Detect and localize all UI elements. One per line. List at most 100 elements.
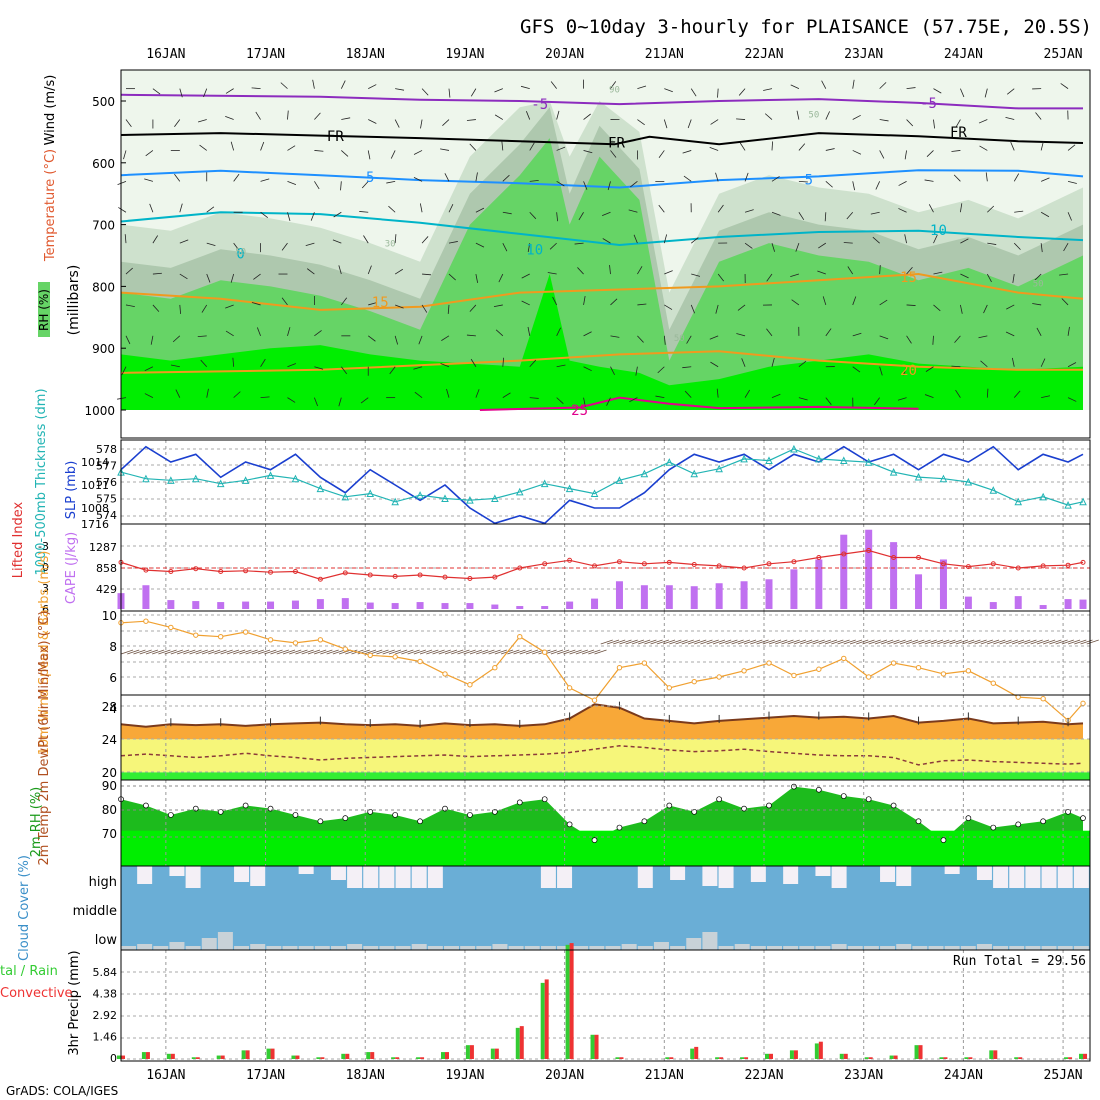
wind-barb	[206, 388, 209, 398]
lifted-index-line	[120, 549, 1084, 580]
wind-barb	[764, 113, 773, 120]
wind-barb	[413, 366, 423, 370]
dewpt-fill	[121, 739, 1090, 773]
lifted-index-marker	[417, 572, 423, 578]
wind-barb	[852, 79, 855, 89]
wind-barb	[638, 639, 651, 645]
wind-speed-marker	[741, 668, 747, 674]
wind-speed-marker	[791, 672, 797, 679]
cape-bar	[142, 585, 150, 609]
wind-contour	[120, 93, 1083, 110]
precip-total-bar	[490, 1048, 495, 1059]
thickness-marker	[341, 492, 350, 501]
temp-5c-contour	[120, 169, 1084, 189]
wind-barb	[390, 150, 396, 159]
wind-speed-marker	[217, 634, 224, 640]
cloud-gap-high	[557, 866, 573, 888]
wind-barb	[233, 649, 246, 655]
cloud-gap-high	[718, 866, 734, 888]
wind-barb	[1086, 639, 1099, 645]
cloud-low-bar	[217, 932, 233, 950]
rh-marker	[541, 796, 548, 803]
wind-barb	[507, 649, 520, 655]
wind-barb	[1040, 358, 1046, 367]
lifted-index-marker	[218, 569, 224, 574]
wind-barb	[932, 335, 934, 345]
wind-barb	[771, 176, 780, 182]
wind-barb	[978, 335, 988, 339]
rh-marker	[666, 802, 673, 809]
wind-barb	[359, 211, 369, 213]
cloud-low-bar	[815, 946, 831, 950]
cloud-low-bar	[314, 946, 330, 950]
rh-marker	[766, 802, 772, 809]
wind-barb	[264, 649, 277, 655]
wind-barb	[610, 81, 617, 89]
wind-barb	[954, 335, 961, 343]
wind-speed-marker	[442, 671, 448, 677]
wind-barb	[637, 303, 647, 306]
wind-barb	[260, 141, 265, 151]
cloud-low-bar	[1009, 946, 1025, 950]
wind-barb	[725, 639, 738, 645]
temp-25c-contour	[479, 396, 919, 411]
wind-barb	[170, 364, 180, 368]
footer-credit: GrADS: COLA/IGES	[6, 1084, 118, 1098]
left-tick-label: 575	[96, 493, 117, 506]
wind-barb	[370, 649, 383, 655]
wind-barb	[197, 335, 207, 338]
wind-barb	[502, 357, 505, 367]
cloud-low-bar	[330, 946, 346, 950]
wind-barb	[287, 212, 291, 222]
wind-barb	[569, 649, 582, 655]
wind-barb	[953, 174, 961, 182]
cloud-gap-high	[944, 866, 960, 874]
wind-barb	[363, 235, 369, 244]
thickness-marker	[989, 486, 998, 494]
y-tick-label: 90	[102, 779, 117, 793]
slp-line	[120, 445, 1084, 525]
wind-barb	[600, 639, 613, 645]
left-tick-label: 578	[96, 443, 117, 456]
wind-speed-marker	[666, 685, 673, 691]
precip-convective-bar	[993, 1050, 998, 1059]
y-tick-label: 5.84	[93, 966, 118, 979]
wind-barb	[197, 119, 207, 123]
wind-barb	[389, 366, 396, 375]
wind-barb	[1032, 303, 1042, 306]
wind-barb	[563, 649, 576, 655]
wind-speed-marker	[417, 658, 423, 665]
wind-barb	[951, 365, 961, 368]
cape-bar	[715, 583, 723, 609]
rh-marker	[516, 799, 523, 806]
wind-barb	[556, 146, 566, 151]
rh-marker	[840, 793, 847, 799]
wind-barb	[771, 141, 774, 151]
wind-barb	[253, 273, 261, 280]
y-axis-label: 3hr Precip (mm)	[67, 950, 82, 1055]
cape-bar	[491, 604, 499, 609]
wind-barb	[664, 270, 673, 275]
cloud-low-bar	[540, 946, 556, 950]
wind-barb	[771, 357, 775, 367]
cloud-low-bar	[863, 946, 879, 950]
cloud-low-bar	[492, 944, 508, 950]
y-tick-label: 70	[102, 827, 117, 841]
wind-barb	[610, 366, 615, 375]
lifted-index-marker	[866, 548, 872, 553]
wind-barb	[340, 366, 348, 375]
date-label: 19JAN	[445, 1068, 484, 1083]
wind-barb	[226, 649, 240, 655]
thickness-marker	[142, 474, 150, 483]
wind-barb	[637, 335, 644, 343]
wind-barb	[145, 649, 159, 655]
wind-barb	[1059, 273, 1069, 276]
wind-barb	[738, 88, 746, 96]
y-tick-label: 600	[92, 157, 115, 171]
precip-total-bar	[291, 1055, 296, 1059]
precip-convective-bar	[320, 1057, 325, 1059]
wind-barb	[457, 649, 470, 655]
precip-total-bar	[665, 1057, 670, 1059]
rh-marker	[915, 818, 922, 825]
cloud-low-bar	[960, 946, 976, 950]
